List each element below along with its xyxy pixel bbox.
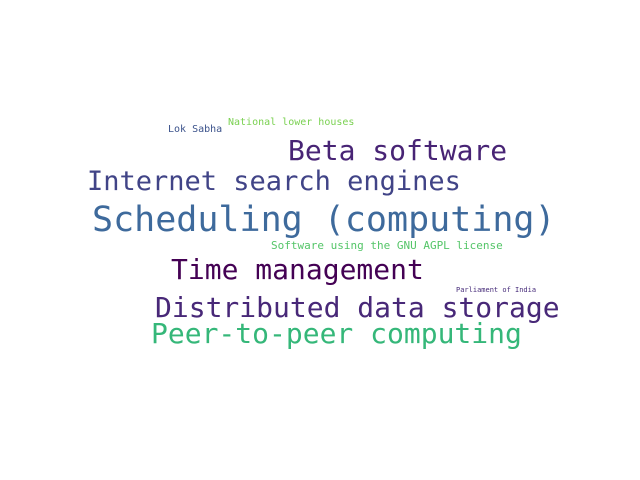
word-scheduling-computing: Scheduling (computing) [92, 200, 556, 240]
word-internet-search-engines: Internet search engines [87, 166, 461, 197]
word-peer-to-peer-computing: Peer-to-peer computing [151, 317, 522, 350]
word-beta-software: Beta software [288, 134, 508, 167]
word-national-lower-houses: National lower houses [228, 117, 355, 128]
word-software-gnu-agpl: Software using the GNU AGPL license [271, 239, 503, 252]
word-parliament-of-india: Parliament of India [456, 286, 537, 294]
word-lok-sabha: Lok Sabha [168, 124, 223, 135]
word-time-management: Time management [171, 253, 424, 286]
word-distributed-data-storage: Distributed data storage [155, 291, 560, 324]
